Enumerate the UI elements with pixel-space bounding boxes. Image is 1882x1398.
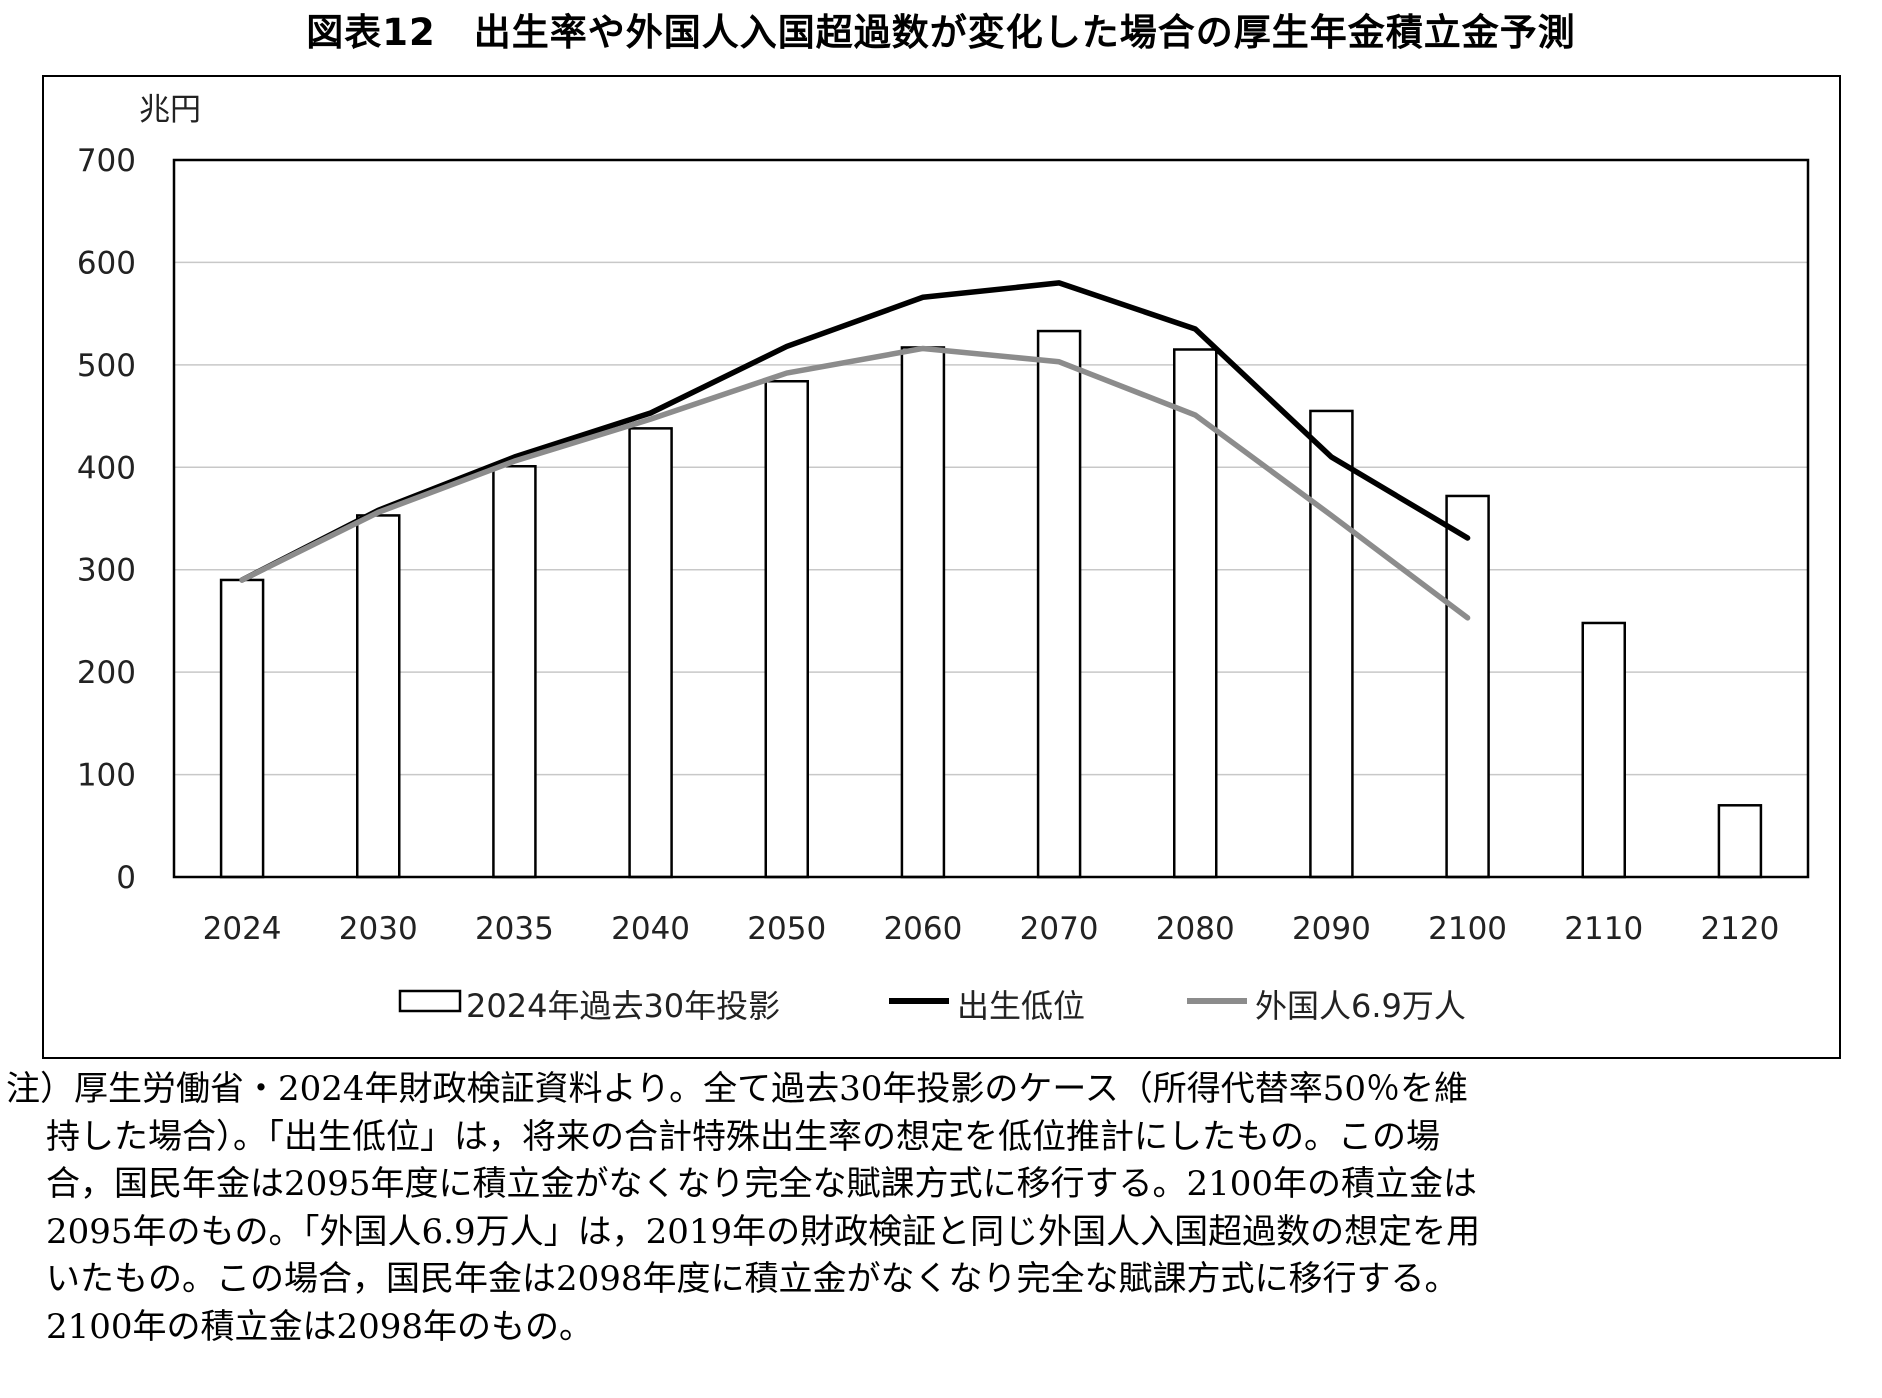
x-tick-label: 2070 xyxy=(1020,911,1099,947)
bar xyxy=(1309,409,1354,879)
x-tick-label: 2040 xyxy=(611,911,690,947)
footnote-line: 合，国民年金は2095年度に積立金がなくなり完全な賦課方式に移行する。2100年… xyxy=(46,1164,1478,1204)
x-tick-label: 2090 xyxy=(1292,911,1371,947)
footnote-line: いたもの。この場合，国民年金は2098年度に積立金がなくなり完全な賦課方式に移行… xyxy=(46,1259,1459,1299)
bar xyxy=(219,578,265,879)
legend-label: 2024年過去30年投影 xyxy=(466,987,780,1025)
footnote-line: 2100年の積立金は2098年のもの。 xyxy=(46,1306,594,1347)
y-tick-label: 0 xyxy=(116,860,136,896)
y-tick-label: 100 xyxy=(77,758,136,794)
x-tick-label: 2060 xyxy=(883,911,962,947)
chart-frame: 0 100 200 300 400 500 600 700 兆円 2024 2030 2035 2040… xyxy=(42,75,1841,1059)
x-tick-label: 2080 xyxy=(1156,911,1235,947)
y-tick-label: 500 xyxy=(77,348,136,384)
bar xyxy=(1036,329,1082,879)
footnote-line: 2095年のもの。「外国人6.9万人」は，2019年の財政検証と同じ外国人入国超… xyxy=(46,1211,1481,1252)
y-tick-label: 400 xyxy=(77,450,136,486)
plot-area-border xyxy=(172,158,1810,879)
bar xyxy=(628,427,673,879)
y-tick-label: 700 xyxy=(77,143,136,179)
footnote-line: 注）厚生労働省・2024年財政検証資料より。全て過去30年投影のケース（所得代替… xyxy=(6,1069,1468,1109)
footnote-line: 持した場合）。「出生低位」は，将来の合計特殊出生率の想定を低位推計にしたもの。こ… xyxy=(46,1116,1440,1157)
chart-title: 図表12 出生率や外国人入国超過数が変化した場合の厚生年金積立金予測 xyxy=(306,11,1576,54)
series-line-black xyxy=(239,280,1471,583)
bar xyxy=(764,379,809,879)
x-tick-label: 2100 xyxy=(1428,911,1507,947)
x-tick-label: 2024 xyxy=(203,911,282,947)
legend-label: 出生低位 xyxy=(957,987,1085,1025)
x-tick-label: 2120 xyxy=(1700,911,1779,947)
series-line-gray xyxy=(239,345,1471,621)
bar xyxy=(1717,804,1763,879)
legend-label: 外国人6.9万人 xyxy=(1255,987,1466,1025)
y-tick-label: 200 xyxy=(77,655,136,691)
bar xyxy=(1445,494,1490,879)
x-tick-label: 2110 xyxy=(1564,911,1643,947)
legend-swatch-bar xyxy=(398,989,462,1013)
y-tick-label: 600 xyxy=(77,245,136,281)
y-tick-label: 300 xyxy=(77,553,136,589)
y-axis-label: 兆円 xyxy=(139,92,201,128)
x-tick-label: 2050 xyxy=(747,911,826,947)
bar xyxy=(900,346,946,879)
bar xyxy=(492,465,537,879)
x-tick-label: 2035 xyxy=(475,911,554,947)
footnote: 注）厚生労働省・2024年財政検証資料より。全て過去30年投影のケース（所得代替… xyxy=(6,1066,1876,1351)
bar xyxy=(356,514,401,879)
bar xyxy=(1581,621,1626,879)
x-tick-label: 2030 xyxy=(339,911,418,947)
